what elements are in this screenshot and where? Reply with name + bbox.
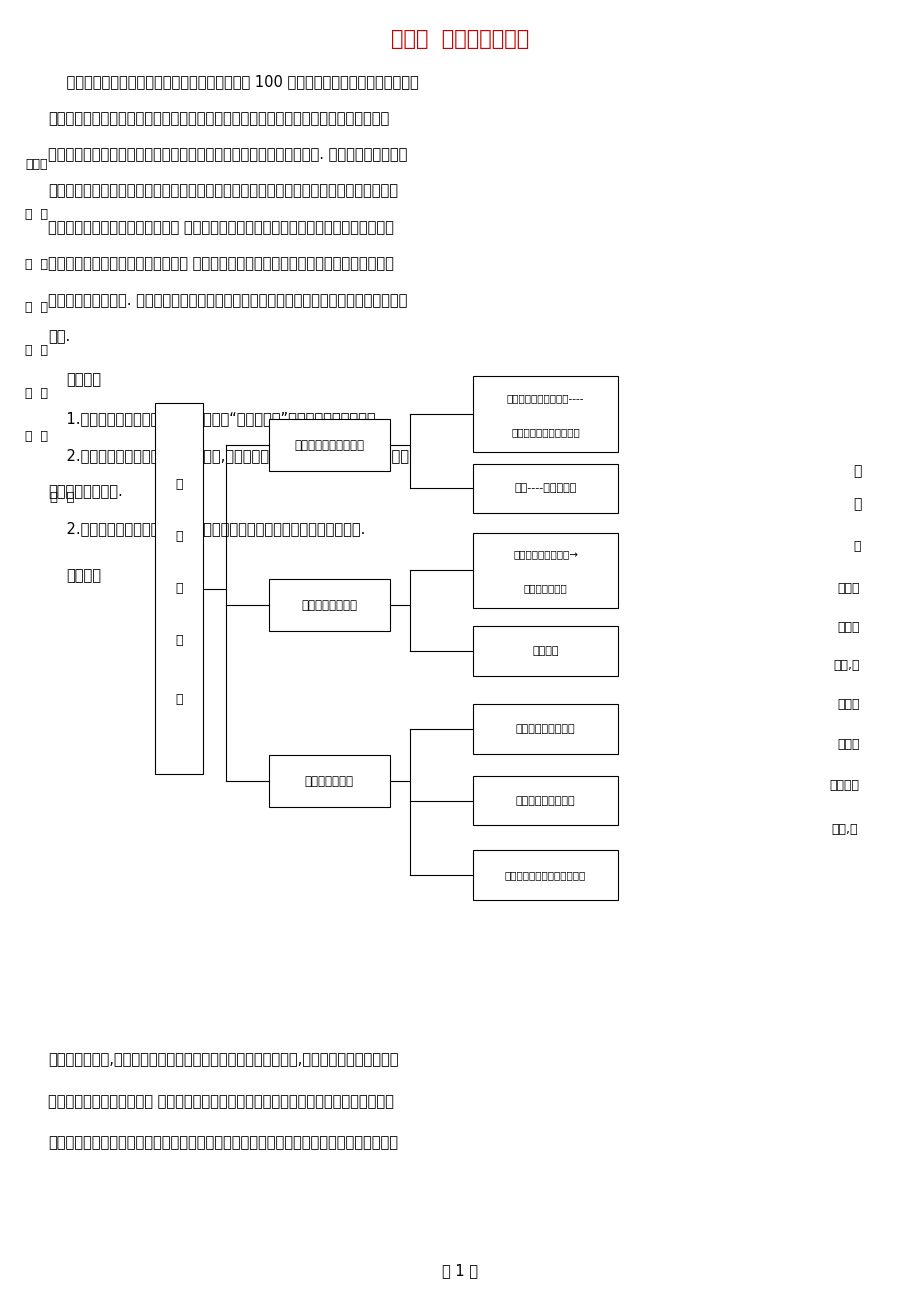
Text: 重点是: 重点是 [836, 582, 858, 595]
Text: 第十章  《数据的表示》: 第十章 《数据的表示》 [391, 29, 528, 48]
Text: 示: 示 [176, 693, 183, 706]
FancyBboxPatch shape [472, 533, 618, 608]
FancyBboxPatch shape [472, 776, 618, 825]
Text: 运用统计图描述数据. 为帮助同学们更好地复习《生活中的数据》，本文从以下几个方面加以: 运用统计图描述数据. 为帮助同学们更好地复习《生活中的数据》，本文从以下几个方面… [48, 293, 407, 309]
Text: 生活中的统计图: 生活中的统计图 [304, 775, 354, 788]
Text: 点  难: 点 难 [51, 491, 74, 504]
Text: 近似数和有效数字: 近似数和有效数字 [301, 599, 357, 612]
Text: 第 1 页: 第 1 页 [441, 1263, 478, 1279]
Text: 计数法表示它们，进一步发展数感 了解近似数与有效数字的概念，能按要求取近似数，体: 计数法表示它们，进一步发展数感 了解近似数与有效数字的概念，能按要求取近似数，体 [48, 220, 393, 236]
Text: 小的数: 小的数 [836, 738, 858, 751]
Text: 分子一: 分子一 [836, 698, 858, 711]
Text: 据: 据 [176, 530, 183, 543]
Text: 表: 表 [176, 634, 183, 647]
Text: 的: 的 [176, 582, 183, 595]
Text: 对《数据的表示》同学们并不陌生，大家已经对 100 万等较大数据有了一定的认识，学: 对《数据的表示》同学们并不陌生，大家已经对 100 万等较大数据有了一定的认识，… [48, 74, 418, 90]
FancyBboxPatch shape [472, 850, 618, 900]
Text: 表示----科学计数法: 表示----科学计数法 [514, 483, 576, 493]
FancyBboxPatch shape [155, 402, 203, 773]
Text: 行描述、: 行描述、 [829, 779, 858, 792]
Text: 复习目标: 复习目标 [66, 372, 101, 388]
Text: 信息，并能作出合理的决策 本章的难点是对于近似数与有效数字的概念的理解，根据具体: 信息，并能作出合理的决策 本章的难点是对于近似数与有效数字的概念的理解，根据具体 [48, 1094, 393, 1109]
Text: 本: 本 [853, 540, 860, 553]
Text: 等  较: 等 较 [26, 258, 49, 271]
Text: 悉  的: 悉 的 [26, 344, 49, 357]
Text: 计算,并: 计算,并 [831, 823, 857, 836]
Text: 数: 数 [176, 478, 183, 491]
Text: 从统计图上获取信息: 从统计图上获取信息 [516, 796, 574, 806]
Text: 2.进一步理解近似数和有效数字的概念,能用科学计数法表示百万分子一等较小的数据，: 2.进一步理解近似数和有效数字的概念,能用科学计数法表示百万分子一等较小的数据， [48, 448, 408, 464]
Text: 2.能从统计图中尽可能多地获取信息，能形象、有效地运用统计图描述数据.: 2.能从统计图中尽可能多地获取信息，能形象、有效地运用统计图描述数据. [48, 521, 365, 536]
Text: 对百万分子的感受活动----: 对百万分子的感受活动---- [506, 393, 584, 404]
Text: 百万分子一等较小数据: 百万分子一等较小数据 [294, 439, 364, 452]
Text: 经历数据处理的过程: 经历数据处理的过程 [516, 724, 574, 734]
FancyBboxPatch shape [268, 419, 390, 471]
Text: 制作统计图、形象地表示数据: 制作统计图、形象地表示数据 [505, 870, 585, 880]
Text: 有效数字: 有效数字 [532, 646, 558, 656]
FancyBboxPatch shape [472, 376, 618, 452]
Text: 知识网络: 知识网络 [66, 568, 101, 583]
Text: 表示、: 表示、 [26, 158, 48, 171]
Text: 百  万: 百 万 [26, 301, 49, 314]
FancyBboxPatch shape [472, 626, 618, 676]
Text: 体验收集、描述,分析数据的过程，通过制作形象、适当的统计图,进一步理解数据所表达的: 体验收集、描述,分析数据的过程，通过制作形象、适当的统计图,进一步理解数据所表达… [48, 1052, 398, 1068]
FancyBboxPatch shape [472, 464, 618, 513]
Text: 据的表示》进行了深入的研究，要求大家能形象地描述百万分之一等较小的数据，并用科学: 据的表示》进行了深入的研究，要求大家能形象地描述百万分之一等较小的数据，并用科学 [48, 184, 397, 199]
Text: 章  的: 章 的 [26, 430, 49, 443]
Text: 习可如何运用自己熟悉的事物去体会这些数据；掌握了条形统计图、折线统计图、扇形统: 习可如何运用自己熟悉的事物去体会这些数据；掌握了条形统计图、折线统计图、扇形统 [48, 111, 389, 126]
Text: 事物,对: 事物,对 [833, 659, 858, 672]
Text: 与身边熟悉的事物作比较: 与身边熟悉的事物作比较 [511, 427, 579, 437]
Text: 计图的特点，并能从中获取有用的信息，能运用统计图有效地描述数据. 本学期我们又对《数: 计图的特点，并能从中获取有用的信息，能运用统计图有效地描述数据. 本学期我们又对… [48, 147, 407, 163]
Text: 归纳.: 归纳. [48, 329, 70, 345]
Text: 按要求取近似数: 按要求取近似数 [523, 583, 567, 594]
Text: 近似数的意义和作用→: 近似数的意义和作用→ [513, 549, 577, 560]
Text: 能按要求取近似数.: 能按要求取近似数. [48, 484, 122, 500]
Text: 运  用: 运 用 [26, 387, 49, 400]
FancyBboxPatch shape [472, 704, 618, 754]
Text: 1.借助自己熟悉的事物，从不同的角度对“百万分子一”进行感受，。发展数感.: 1.借助自己熟悉的事物，从不同的角度对“百万分子一”进行感受，。发展数感. [48, 411, 380, 427]
FancyBboxPatch shape [268, 579, 390, 631]
Text: 会近似数的意义及其在生活中的应用 能读懂象形统计图并从中获取信息，能形象、有效地: 会近似数的意义及其在生活中的应用 能读懂象形统计图并从中获取信息，能形象、有效地 [48, 256, 393, 272]
FancyBboxPatch shape [268, 755, 390, 807]
Text: 身边熟: 身边熟 [836, 621, 858, 634]
Text: 重: 重 [852, 465, 861, 478]
Text: 实际的要求正确地取近似数，从统计图获取尽可能多的信息，制作能代表数据意义的具体形: 实际的要求正确地取近似数，从统计图获取尽可能多的信息，制作能代表数据意义的具体形 [48, 1135, 397, 1151]
Text: 据  进: 据 进 [26, 208, 49, 221]
Text: 点: 点 [852, 497, 861, 510]
